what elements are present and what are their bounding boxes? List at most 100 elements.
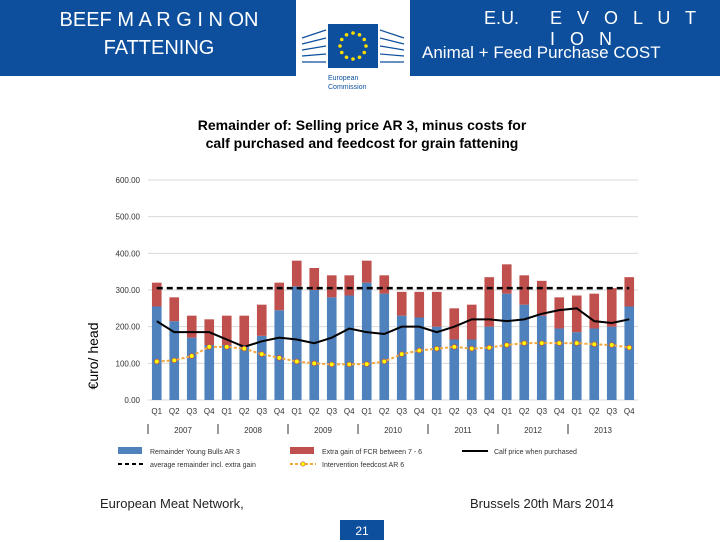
bar-extra-gain [466,304,477,340]
x-tick-label: Q3 [396,407,407,416]
bar-remainder [431,326,442,400]
eu-flag-icon [328,24,378,68]
year-label: 2013 [594,426,612,435]
bar-remainder [449,339,460,400]
feedcost-marker [503,342,510,348]
chart-legend: Remainder Young Bulls AR 3 Extra gain of … [118,447,577,469]
feedcost-marker [171,357,178,364]
feedcost-marker [328,361,335,368]
bar-extra-gain [326,275,337,298]
y-axis-label: €uro/ head [85,323,101,390]
x-tick-label: Q4 [414,407,425,416]
bar-remainder [309,290,320,400]
bar-extra-gain [274,282,285,311]
bar-remainder [204,345,215,400]
bar-extra-gain [606,288,617,327]
bar-remainder [361,282,372,400]
y-tick-label: 300.00 [116,286,141,295]
eu-label: E.U. [484,8,520,28]
x-tick-label: Q2 [169,407,180,416]
bar-remainder [519,304,530,400]
bar-remainder [239,345,250,400]
bar-remainder [256,335,267,400]
bar-extra-gain [221,315,232,345]
feedcost-marker [346,361,353,368]
chart-area: Remainder of: Selling price AR 3, minus … [78,100,664,496]
year-label: 2007 [174,426,192,435]
feedcost-marker [591,341,598,348]
bar-remainder [554,328,565,400]
feedcost-marker [608,342,615,348]
eu-star-icon [344,55,349,60]
x-tick-label: Q1 [571,407,582,416]
bar-remainder [466,339,477,400]
year-label: 2011 [454,426,472,435]
bar-remainder [396,315,407,400]
x-tick-label: Q3 [186,407,197,416]
feedcost-marker [486,344,493,351]
bar-extra-gain [519,275,530,305]
x-tick-label: Q4 [554,407,565,416]
feedcost-marker [153,358,160,365]
bar-remainder [606,326,617,400]
legend-swatch [118,447,142,454]
year-label: 2010 [384,426,402,435]
bar-extra-gain [536,280,547,316]
feedcost-marker [433,345,440,352]
x-tick-label: Q1 [291,407,302,416]
bar-extra-gain [256,304,267,336]
x-tick-label: Q1 [431,407,442,416]
x-tick-label: Q1 [501,407,512,416]
feedcost-marker [276,355,283,361]
feedcost-marker [573,340,580,346]
feedcost-marker [398,351,405,357]
legend-label: Extra gain of FCR between 7 - 6 [322,449,422,456]
bar-extra-gain [501,264,512,294]
x-tick-label: Q2 [379,407,390,416]
footer-location-date: Brussels 20th Mars 2014 [470,496,614,511]
eu-star-icon [338,44,342,48]
line-feedcost [156,342,630,366]
legend-marker [300,461,306,467]
x-tick-label: Q3 [466,407,477,416]
x-tick-label: Q2 [309,407,320,416]
x-tick-label: Q2 [589,407,600,416]
y-tick-label: 100.00 [116,359,141,368]
eu-stars-icon [338,31,368,61]
x-tick-label: Q4 [344,407,355,416]
footer-organization: European Meat Network, [100,496,244,511]
x-tick-label: Q2 [239,407,250,416]
slide-title-line2: FATTENING [103,37,215,59]
legend-label: Intervention feedcost AR 6 [322,462,404,469]
x-tick-label: Q2 [449,407,460,416]
beef-margin-chart: Remainder of: Selling price AR 3, minus … [78,100,664,496]
bar-extra-gain [396,291,407,316]
bar-remainder [414,317,425,400]
line-series [153,286,633,368]
eu-star-icon [344,32,349,37]
y-tick-label: 600.00 [116,176,141,185]
x-tick-label: Q4 [624,407,635,416]
feedcost-marker [468,345,475,352]
eu-star-icon [362,37,367,42]
bar-extra-gain [624,277,635,307]
bar-extra-gain [151,282,162,307]
bar-remainder [186,337,197,400]
feedcost-marker [241,345,248,352]
legend-label: Remainder Young Bulls AR 3 [150,449,240,456]
eu-star-icon [357,32,362,37]
legend-label: average remainder incl. extra gain [150,462,256,469]
feedcost-marker [311,360,318,367]
feedcost-marker [293,358,300,365]
bar-extra-gain [449,308,460,340]
bar-remainder [221,345,232,400]
feedcost-marker [188,353,195,359]
x-tick-label: Q4 [274,407,285,416]
x-tick-label: Q1 [151,407,162,416]
chart-title-line1: Remainder of: Selling price AR 3, minus … [198,117,527,133]
eu-star-icon [357,55,362,60]
logo-text-line2: Commission [328,84,367,91]
bar-remainder [589,328,600,400]
feedcost-marker [626,344,633,351]
bar-extra-gain [361,260,372,283]
